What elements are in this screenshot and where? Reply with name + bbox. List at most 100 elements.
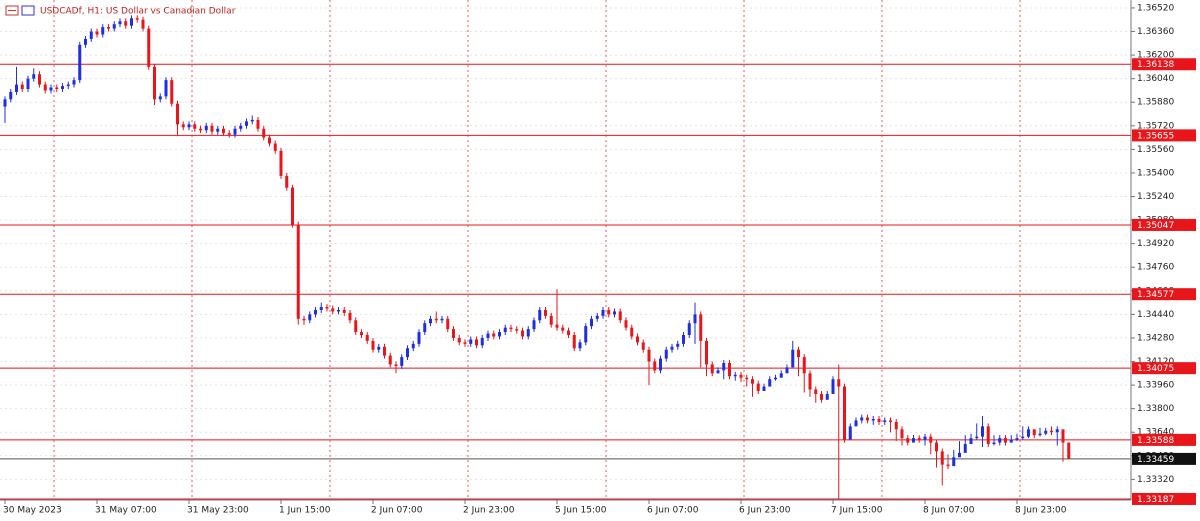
candle-body [969,438,973,445]
candle-body [279,150,283,176]
candle-body [78,44,82,81]
level-label-text: 1.36138 [1137,60,1174,70]
candle-body [101,27,105,35]
candle-body [268,137,271,144]
candle-body [124,21,128,26]
candles [3,15,1071,500]
candle-body [636,336,639,343]
y-tick-label: 1.35880 [1137,98,1174,108]
candle-body [682,335,685,344]
candle-body [831,379,835,394]
candle-body [239,125,243,129]
candle-body [325,307,329,309]
candle-body [95,31,99,35]
candle-body [411,343,415,349]
y-tick-label: 1.35400 [1137,168,1174,178]
candle-body [923,436,927,440]
candle-body [61,86,64,89]
candle-body [388,355,392,365]
candle-body [1038,433,1042,436]
candle-body [164,80,168,97]
candle-body [38,74,41,85]
y-tick-label: 1.33640 [1137,428,1174,438]
candle-body [130,18,133,26]
level-label-text: 1.33459 [1137,455,1174,465]
level-label-text: 1.34075 [1137,364,1174,374]
x-tick-label: 31 May 07:00 [95,506,157,516]
level-label-box [1132,362,1196,375]
candle-body [820,393,823,400]
candle-body [296,224,300,319]
candle-body [509,327,513,330]
candle-body [567,330,570,336]
candle-body [371,340,375,350]
candle-body [618,311,622,321]
candle-body [590,318,593,327]
y-tick-label: 1.34120 [1137,357,1174,367]
candle-body [446,318,450,330]
candle-body [417,332,421,344]
candle-body [946,464,950,467]
candle-body [521,330,524,337]
level-label-text: 1.34577 [1137,290,1174,300]
level-label: 1.35047 [1132,218,1196,231]
candle-body [958,452,961,458]
level-label-box [1132,433,1196,446]
candle-body [578,342,582,349]
candle-body [3,99,7,107]
candle-body [912,438,915,443]
candle-body [716,370,720,374]
x-tick-label: 6 Jun 07:00 [647,506,699,516]
candle-body [992,442,996,445]
candle-body [141,19,145,29]
candle-body [526,329,530,337]
x-tick-label: 2 Jun 23:00 [463,506,515,516]
x-tick-label: 7 Jun 15:00 [831,506,883,516]
level-label: 1.34577 [1132,288,1196,301]
candle-body [20,84,24,89]
candle-body [32,74,36,79]
candle-body [354,320,358,333]
candle-body [107,27,110,29]
candle-body [802,357,806,374]
candle-body [935,442,938,452]
candle-body [917,438,921,440]
candle-body [331,308,335,312]
candle-body [532,320,536,330]
candle-body [365,335,369,341]
candle-body [1004,438,1007,443]
x-tick-label: 31 May 23:00 [187,506,249,516]
candle-body [549,315,553,325]
candle-body [147,28,151,67]
candle-body [693,314,697,324]
candle-body [929,436,933,443]
candle-body [135,18,139,20]
candle-body [66,84,70,87]
candle-body [216,128,220,132]
candle-body [423,323,427,333]
level-label-box [1132,452,1196,465]
candle-body [733,374,737,377]
candle-body [210,125,214,132]
chart-title: USDCADf, H1: US Dollar vs Canadian Dolla… [40,7,236,17]
candle-body [49,87,53,91]
candle-body [377,346,381,350]
candle-body [906,438,910,443]
candle-body [837,379,841,387]
candle-body [624,320,628,328]
x-tick-label: 8 Jun 07:00 [923,506,975,516]
candle-body [199,128,202,131]
candle-body [158,96,162,100]
candle-body [1050,430,1053,433]
candle-body [894,421,898,430]
level-label-box [1132,58,1196,71]
icon [21,5,35,16]
candle-body [250,119,254,122]
level-label-box [1132,492,1196,505]
candle-body [452,329,455,338]
y-tick-label: 1.35240 [1137,192,1174,202]
level-label: 1.34075 [1132,362,1196,375]
candle-body [739,374,743,378]
candle-body [55,87,59,89]
